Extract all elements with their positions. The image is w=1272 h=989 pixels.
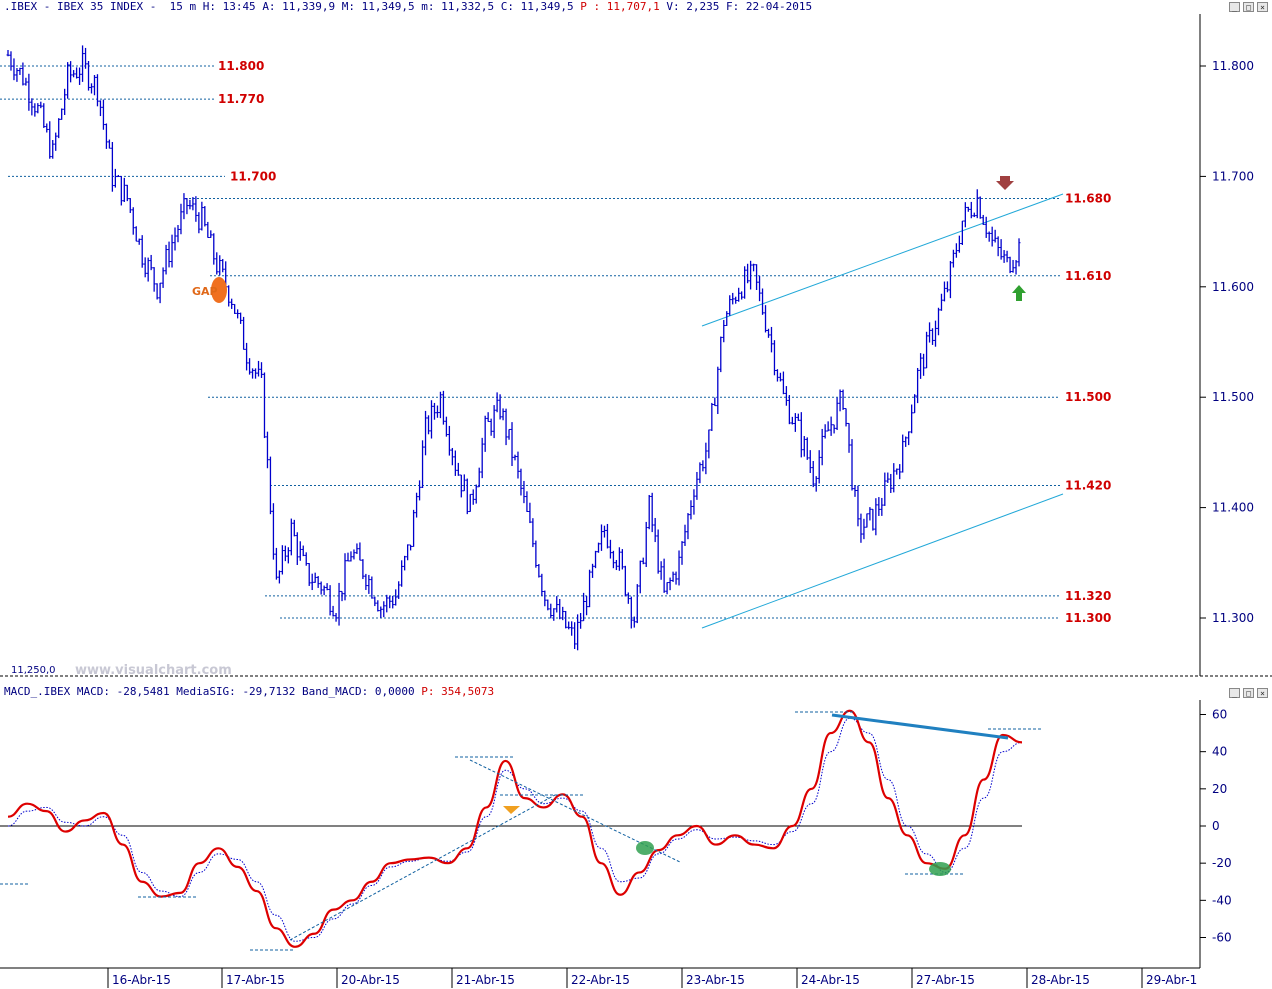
date-axis: 16-Abr-15 17-Abr-15 20-Abr-15 21-Abr-15 22-A… [107, 968, 1197, 988]
minimize-icon[interactable]: _ [1229, 2, 1240, 12]
date-tick-label: 21-Abr-15 [456, 973, 515, 987]
date-tick-label: 16-Abr-15 [112, 973, 171, 987]
high-time: H: 13:45 [202, 0, 256, 13]
minimize-icon[interactable]: _ [1229, 688, 1240, 698]
close-icon[interactable]: × [1257, 2, 1268, 12]
horizontal-levels: 11.800 11.770 11.700 11.680 11.610 11.500 11.4… [0, 59, 1111, 625]
macd-p-value: 354,5073 [441, 685, 495, 698]
band-value: 0,0000 [374, 685, 415, 698]
close-icon[interactable]: × [1257, 688, 1268, 698]
upper-trendline [701, 193, 1064, 327]
date-tick-label: 24-Abr-15 [801, 973, 860, 987]
macd-tick-label: -20 [1212, 856, 1232, 870]
price-tick-label: 11.300 [1212, 611, 1254, 625]
macd-divergence-line [831, 713, 1009, 740]
date-tick-label: 23-Abr-15 [686, 973, 745, 987]
close-value: C: 11,349,5 [500, 0, 574, 13]
level-label: 11.300 [1065, 611, 1111, 625]
max-value: M: 11,349,5 [341, 0, 415, 13]
macd-p-label: P: [421, 685, 435, 698]
down-arrow-icon [996, 176, 1014, 190]
date-tick-label: 20-Abr-15 [341, 973, 400, 987]
price-bars [6, 45, 1021, 651]
macd-tick-label: 40 [1212, 745, 1227, 759]
macd-cross-marker [929, 862, 951, 876]
level-label: 11.500 [1065, 390, 1111, 404]
macd-axis: 60 40 20 0 -20 -40 -60 [1200, 708, 1232, 945]
corner-value: 11,250,0 [11, 665, 56, 676]
band-label: Band_MACD: [302, 685, 369, 698]
macd-window-buttons: _ □ × [1229, 688, 1268, 698]
macd-header: MACD_.IBEX MACD: -28,5481 MediaSIG: -29,… [4, 685, 494, 698]
level-label: 11.610 [1065, 269, 1111, 283]
price-tick-label: 11.600 [1212, 280, 1254, 294]
macd-tick-label: 0 [1212, 819, 1220, 833]
price-window-buttons: _ □ × [1229, 2, 1268, 12]
macd-tick-label: 20 [1212, 782, 1227, 796]
macd-support-trendline [289, 794, 556, 941]
date-tick-label: 28-Abr-15 [1031, 973, 1090, 987]
level-label: 11.770 [218, 92, 264, 106]
price-tick-label: 11.400 [1212, 501, 1254, 515]
level-label: 11.420 [1065, 479, 1111, 493]
maximize-icon[interactable]: □ [1243, 2, 1254, 12]
maximize-icon[interactable]: □ [1243, 688, 1254, 698]
level-label: 11.700 [230, 169, 276, 183]
price-tick-label: 11.500 [1212, 390, 1254, 404]
macd-tick-label: 60 [1212, 708, 1227, 722]
date-tick-label: 22-Abr-15 [571, 973, 630, 987]
gap-marker [211, 277, 227, 303]
macd-cross-marker [503, 806, 520, 814]
macd-line [7, 709, 1023, 948]
date-value: F: 22-04-2015 [725, 0, 813, 13]
open-value: A: 11,339,9 [262, 0, 336, 13]
macd-name: MACD_.IBEX MACD: [4, 685, 110, 698]
macd-tick-label: -40 [1212, 893, 1232, 907]
pointer-value: P : 11,707,1 [580, 0, 660, 13]
volume-value: V: 2,235 [666, 0, 720, 13]
signal-label: MediaSIG: [176, 685, 236, 698]
macd-plot [0, 709, 1043, 951]
date-tick-label: 27-Abr-15 [916, 973, 975, 987]
macd-cross-marker [636, 841, 654, 855]
level-label: 11.320 [1065, 589, 1111, 603]
date-tick-label: 17-Abr-15 [226, 973, 285, 987]
lower-trendline [701, 493, 1064, 629]
signal-line [7, 717, 1023, 942]
price-tick-label: 11.700 [1212, 169, 1254, 183]
level-label: 11.800 [218, 59, 264, 73]
level-label: 11.680 [1065, 191, 1111, 205]
macd-resistance-trendline [469, 759, 681, 863]
price-tick-label: 11.800 [1212, 59, 1254, 73]
macd-value: -28,5481 [116, 685, 170, 698]
symbol-label: .IBEX - IBEX 35 INDEX - [4, 0, 163, 13]
trendlines [701, 193, 1064, 629]
timeframe-label: 15 m [162, 0, 197, 13]
price-header: .IBEX - IBEX 35 INDEX - 15 m H: 13:45 A:… [4, 0, 812, 13]
min-value: m: 11,332,5 [421, 0, 495, 13]
date-tick-label: 29-Abr-1 [1146, 973, 1197, 987]
signal-value: -29,7132 [242, 685, 296, 698]
gap-label: GAP [192, 285, 218, 298]
up-arrow-icon [1012, 285, 1026, 301]
macd-tick-label: -60 [1212, 931, 1232, 945]
watermark: www.visualchart.com [75, 663, 232, 678]
price-axis: 11.800 11.700 11.600 11.500 11.400 11.300 [1200, 59, 1254, 625]
